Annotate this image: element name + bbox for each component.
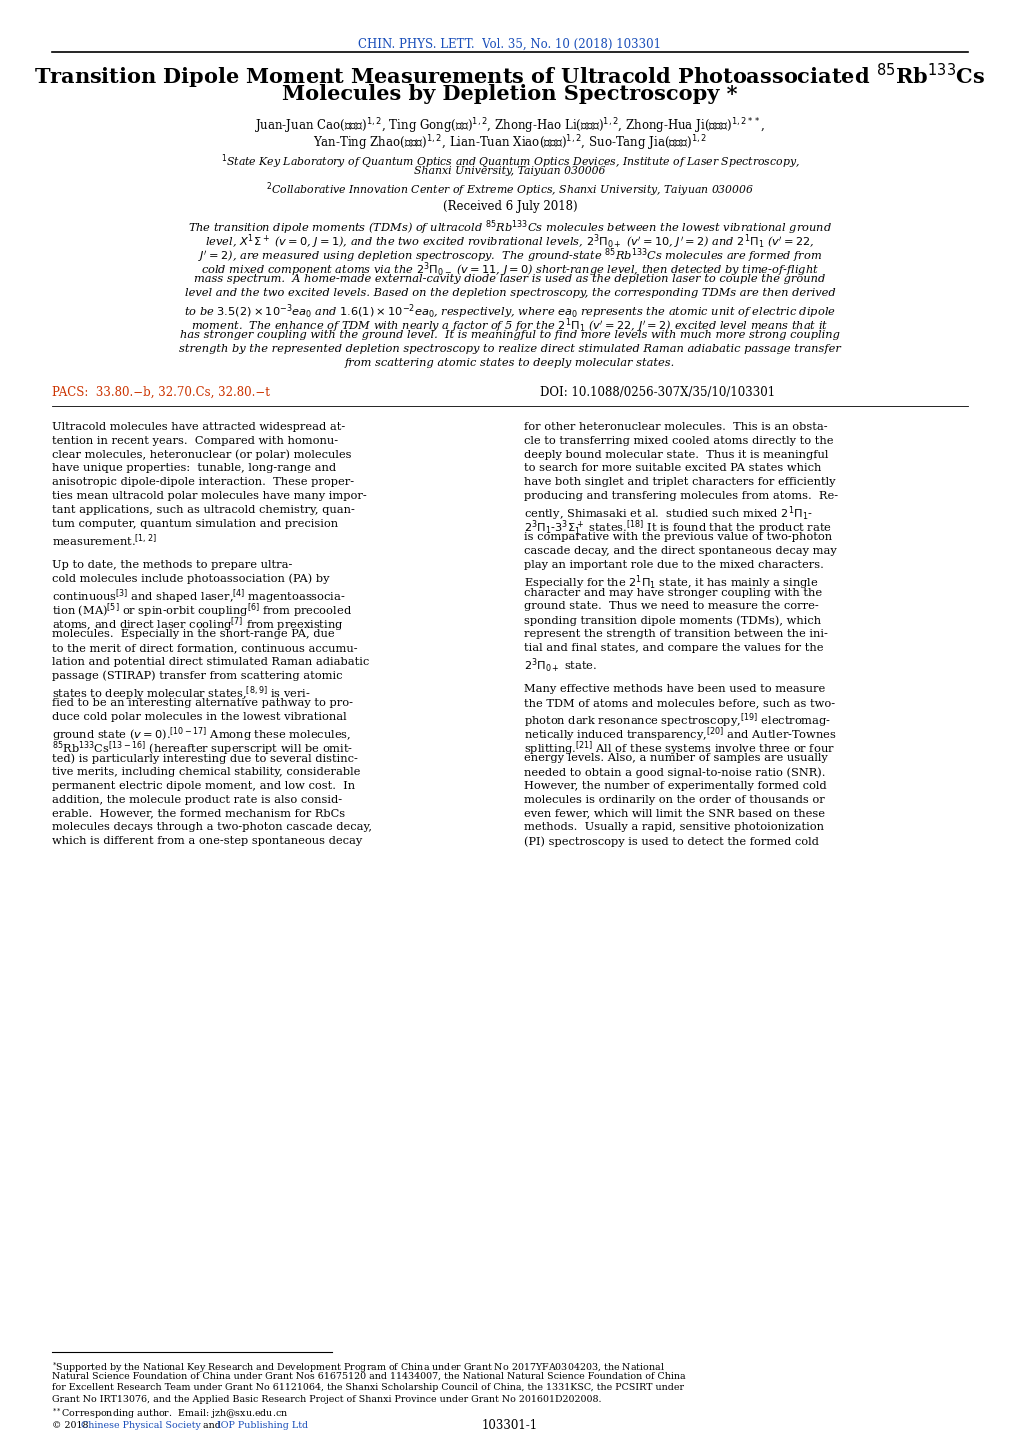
Text: represent the strength of transition between the ini-: represent the strength of transition bet… <box>524 629 827 639</box>
Text: Up to date, the methods to prepare ultra-: Up to date, the methods to prepare ultra… <box>52 559 292 570</box>
Text: However, the number of experimentally formed cold: However, the number of experimentally fo… <box>524 780 825 790</box>
Text: erable.  However, the formed mechanism for RbCs: erable. However, the formed mechanism fo… <box>52 809 344 819</box>
Text: $^1$State Key Laboratory of Quantum Optics and Quantum Optics Devices, Institute: $^1$State Key Laboratory of Quantum Opti… <box>220 151 799 170</box>
Text: deeply bound molecular state.  Thus it is meaningful: deeply bound molecular state. Thus it is… <box>524 450 827 460</box>
Text: cascade decay, and the direct spontaneous decay may: cascade decay, and the direct spontaneou… <box>524 547 836 557</box>
Text: level and the two excited levels. Based on the depletion spectroscopy, the corre: level and the two excited levels. Based … <box>184 288 835 298</box>
Text: ties mean ultracold polar molecules have many impor-: ties mean ultracold polar molecules have… <box>52 490 367 500</box>
Text: Natural Science Foundation of China under Grant Nos 61675120 and 11434007, the N: Natural Science Foundation of China unde… <box>52 1371 685 1380</box>
Text: Chinese Physical Society: Chinese Physical Society <box>81 1422 201 1430</box>
Text: $^{85}$Rb$^{133}$Cs$^{[13-16]}$ (hereafter superscript will be omit-: $^{85}$Rb$^{133}$Cs$^{[13-16]}$ (hereaft… <box>52 740 353 758</box>
Text: anisotropic dipole-dipole interaction.  These proper-: anisotropic dipole-dipole interaction. T… <box>52 477 354 487</box>
Text: from scattering atomic states to deeply molecular states.: from scattering atomic states to deeply … <box>344 358 675 368</box>
Text: level, $X^1\Sigma^+$ ($v = 0$, $J = 1$), and the two excited rovibrational level: level, $X^1\Sigma^+$ ($v = 0$, $J = 1$),… <box>205 232 814 251</box>
Text: netically induced transparency,$^{[20]}$ and Autler-Townes: netically induced transparency,$^{[20]}$… <box>524 725 836 744</box>
Text: moment.  The enhance of TDM with nearly a factor of 5 for the $2^1\Pi_1$ ($v' = : moment. The enhance of TDM with nearly a… <box>192 316 827 335</box>
Text: molecules.  Especially in the short-range PA, due: molecules. Especially in the short-range… <box>52 629 334 639</box>
Text: Shanxi University, Taiyuan 030006: Shanxi University, Taiyuan 030006 <box>414 166 605 176</box>
Text: passage (STIRAP) transfer from scattering atomic: passage (STIRAP) transfer from scatterin… <box>52 671 342 681</box>
Text: mass spectrum.  A home-made external-cavity diode laser is used as the depletion: mass spectrum. A home-made external-cavi… <box>195 274 824 284</box>
Text: photon dark resonance spectroscopy,$^{[19]}$ electromag-: photon dark resonance spectroscopy,$^{[1… <box>524 712 830 731</box>
Text: $J' = 2$), are measured using depletion spectroscopy.  The ground-state $^{85}$R: $J' = 2$), are measured using depletion … <box>198 247 821 264</box>
Text: tention in recent years.  Compared with homonu-: tention in recent years. Compared with h… <box>52 435 337 446</box>
Text: Molecules by Depletion Spectroscopy *: Molecules by Depletion Spectroscopy * <box>282 84 737 104</box>
Text: tum computer, quantum simulation and precision: tum computer, quantum simulation and pre… <box>52 519 337 529</box>
Text: (Received 6 July 2018): (Received 6 July 2018) <box>442 200 577 213</box>
Text: Especially for the $2^1\Pi_1$ state, it has mainly a single: Especially for the $2^1\Pi_1$ state, it … <box>524 574 818 593</box>
Text: tive merits, including chemical stability, considerable: tive merits, including chemical stabilit… <box>52 767 360 777</box>
Text: Many effective methods have been used to measure: Many effective methods have been used to… <box>524 684 824 694</box>
Text: character and may have stronger coupling with the: character and may have stronger coupling… <box>524 587 821 597</box>
Text: lation and potential direct stimulated Raman adiabatic: lation and potential direct stimulated R… <box>52 656 369 666</box>
Text: 103301-1: 103301-1 <box>481 1419 538 1432</box>
Text: $2^3\Pi_1$-$3^3\Sigma_1^+$ states.$^{[18]}$ It is found that the product rate: $2^3\Pi_1$-$3^3\Sigma_1^+$ states.$^{[18… <box>524 519 830 538</box>
Text: ground state ($v = 0$).$^{[10-17]}$ Among these molecules,: ground state ($v = 0$).$^{[10-17]}$ Amon… <box>52 725 351 744</box>
Text: cold mixed component atoms via the $2^3\Pi_{0-}$ ($v = 11$, $J = 0$) short-range: cold mixed component atoms via the $2^3\… <box>201 260 818 278</box>
Text: cle to transferring mixed cooled atoms directly to the: cle to transferring mixed cooled atoms d… <box>524 435 833 446</box>
Text: producing and transfering molecules from atoms.  Re-: producing and transfering molecules from… <box>524 490 838 500</box>
Text: methods.  Usually a rapid, sensitive photoionization: methods. Usually a rapid, sensitive phot… <box>524 822 823 832</box>
Text: splitting.$^{[21]}$ All of these systems involve three or four: splitting.$^{[21]}$ All of these systems… <box>524 740 834 758</box>
Text: © 2018: © 2018 <box>52 1422 92 1430</box>
Text: clear molecules, heteronuclear (or polar) molecules: clear molecules, heteronuclear (or polar… <box>52 450 352 460</box>
Text: IOP Publishing Ltd: IOP Publishing Ltd <box>217 1422 308 1430</box>
Text: PACS:  33.80.−b, 32.70.Cs, 32.80.−t: PACS: 33.80.−b, 32.70.Cs, 32.80.−t <box>52 386 270 399</box>
Text: to be $3.5(2)\times10^{-3}ea_0$ and $1.6(1)\times10^{-2}ea_0$, respectively, whe: to be $3.5(2)\times10^{-3}ea_0$ and $1.6… <box>183 301 836 320</box>
Text: duce cold polar molecules in the lowest vibrational: duce cold polar molecules in the lowest … <box>52 712 346 722</box>
Text: Grant No IRT13076, and the Applied Basic Research Project of Shanxi Province und: Grant No IRT13076, and the Applied Basic… <box>52 1394 601 1403</box>
Text: sponding transition dipole moments (TDMs), which: sponding transition dipole moments (TDMs… <box>524 616 820 626</box>
Text: for Excellent Research Team under Grant No 61121064, the Shanxi Scholarship Coun: for Excellent Research Team under Grant … <box>52 1383 684 1392</box>
Text: even fewer, which will limit the SNR based on these: even fewer, which will limit the SNR bas… <box>524 809 824 819</box>
Text: the TDM of atoms and molecules before, such as two-: the TDM of atoms and molecules before, s… <box>524 698 835 708</box>
Text: atoms, and direct laser cooling$^{[7]}$ from preexisting: atoms, and direct laser cooling$^{[7]}$ … <box>52 616 343 634</box>
Text: permanent electric dipole moment, and low cost.  In: permanent electric dipole moment, and lo… <box>52 780 355 790</box>
Text: play an important role due to the mixed characters.: play an important role due to the mixed … <box>524 559 823 570</box>
Text: tial and final states, and compare the values for the: tial and final states, and compare the v… <box>524 643 822 653</box>
Text: states to deeply molecular states,$^{[8,9]}$ is veri-: states to deeply molecular states,$^{[8,… <box>52 684 311 702</box>
Text: have both singlet and triplet characters for efficiently: have both singlet and triplet characters… <box>524 477 835 487</box>
Text: continuous$^{[3]}$ and shaped laser,$^{[4]}$ magentoassocia-: continuous$^{[3]}$ and shaped laser,$^{[… <box>52 587 345 606</box>
Text: addition, the molecule product rate is also consid-: addition, the molecule product rate is a… <box>52 795 341 805</box>
Text: cold molecules include photoassociation (PA) by: cold molecules include photoassociation … <box>52 574 329 584</box>
Text: needed to obtain a good signal-to-noise ratio (SNR).: needed to obtain a good signal-to-noise … <box>524 767 824 777</box>
Text: strength by the represented depletion spectroscopy to realize direct stimulated : strength by the represented depletion sp… <box>179 345 840 353</box>
Text: is comparative with the previous value of two-photon: is comparative with the previous value o… <box>524 532 832 542</box>
Text: fied to be an interesting alternative pathway to pro-: fied to be an interesting alternative pa… <box>52 698 353 708</box>
Text: Juan-Juan Cao(曹娟娟)$^{1,2}$, Ting Gong(宫廷)$^{1,2}$, Zhong-Hao Li(李中豪)$^{1,2}$, Zh: Juan-Juan Cao(曹娟娟)$^{1,2}$, Ting Gong(宫廷… <box>254 115 765 136</box>
Text: tant applications, such as ultracold chemistry, quan-: tant applications, such as ultracold che… <box>52 505 355 515</box>
Text: Transition Dipole Moment Measurements of Ultracold Photoassociated $^{85}$Rb$^{1: Transition Dipole Moment Measurements of… <box>35 62 984 91</box>
Text: for other heteronuclear molecules.  This is an obsta-: for other heteronuclear molecules. This … <box>524 423 826 433</box>
Text: cently, Shimasaki et al.  studied such mixed $2^1\Pi_1$-: cently, Shimasaki et al. studied such mi… <box>524 505 812 523</box>
Text: (PI) spectroscopy is used to detect the formed cold: (PI) spectroscopy is used to detect the … <box>524 836 818 846</box>
Text: measurement.$^{[1,2]}$: measurement.$^{[1,2]}$ <box>52 532 157 549</box>
Text: Ultracold molecules have attracted widespread at-: Ultracold molecules have attracted wides… <box>52 423 344 433</box>
Text: $^{*}$Supported by the National Key Research and Development Program of China un: $^{*}$Supported by the National Key Rese… <box>52 1360 664 1374</box>
Text: $2^3\Pi_{0+}$ state.: $2^3\Pi_{0+}$ state. <box>524 656 597 675</box>
Text: energy levels. Also, a number of samples are usually: energy levels. Also, a number of samples… <box>524 753 827 763</box>
Text: CHIN. PHYS. LETT.  Vol. 35, No. 10 (2018) 103301: CHIN. PHYS. LETT. Vol. 35, No. 10 (2018)… <box>358 37 661 50</box>
Text: The transition dipole moments (TDMs) of ultracold $^{85}$Rb$^{133}$Cs molecules : The transition dipole moments (TDMs) of … <box>187 218 832 236</box>
Text: ted) is particularly interesting due to several distinc-: ted) is particularly interesting due to … <box>52 753 358 764</box>
Text: have unique properties:  tunable, long-range and: have unique properties: tunable, long-ra… <box>52 463 336 473</box>
Text: tion (MA)$^{[5]}$ or spin-orbit coupling$^{[6]}$ from precooled: tion (MA)$^{[5]}$ or spin-orbit coupling… <box>52 601 352 620</box>
Text: to search for more suitable excited PA states which: to search for more suitable excited PA s… <box>524 463 820 473</box>
Text: Yan-Ting Zhao(赵延霆)$^{1,2}$, Lian-Tuan Xiao(肖连团)$^{1,2}$, Suo-Tang Jia(贾锁堂)$^{1,2: Yan-Ting Zhao(赵延霆)$^{1,2}$, Lian-Tuan Xi… <box>313 133 706 153</box>
Text: DOI: 10.1088/0256-307X/35/10/103301: DOI: 10.1088/0256-307X/35/10/103301 <box>539 386 774 399</box>
Text: has stronger coupling with the ground level.  It is meaningful to find more leve: has stronger coupling with the ground le… <box>180 330 839 340</box>
Text: which is different from a one-step spontaneous decay: which is different from a one-step spont… <box>52 836 362 846</box>
Text: and: and <box>200 1422 223 1430</box>
Text: ground state.  Thus we need to measure the corre-: ground state. Thus we need to measure th… <box>524 601 818 611</box>
Text: $^{**}$Corresponding author.  Email: jzh@sxu.edu.cn: $^{**}$Corresponding author. Email: jzh@… <box>52 1406 288 1420</box>
Text: $^2$Collaborative Innovation Center of Extreme Optics, Shanxi University, Taiyua: $^2$Collaborative Innovation Center of E… <box>266 180 753 199</box>
Text: to the merit of direct formation, continuous accumu-: to the merit of direct formation, contin… <box>52 643 358 653</box>
Text: molecules is ordinarily on the order of thousands or: molecules is ordinarily on the order of … <box>524 795 824 805</box>
Text: molecules decays through a two-photon cascade decay,: molecules decays through a two-photon ca… <box>52 822 372 832</box>
